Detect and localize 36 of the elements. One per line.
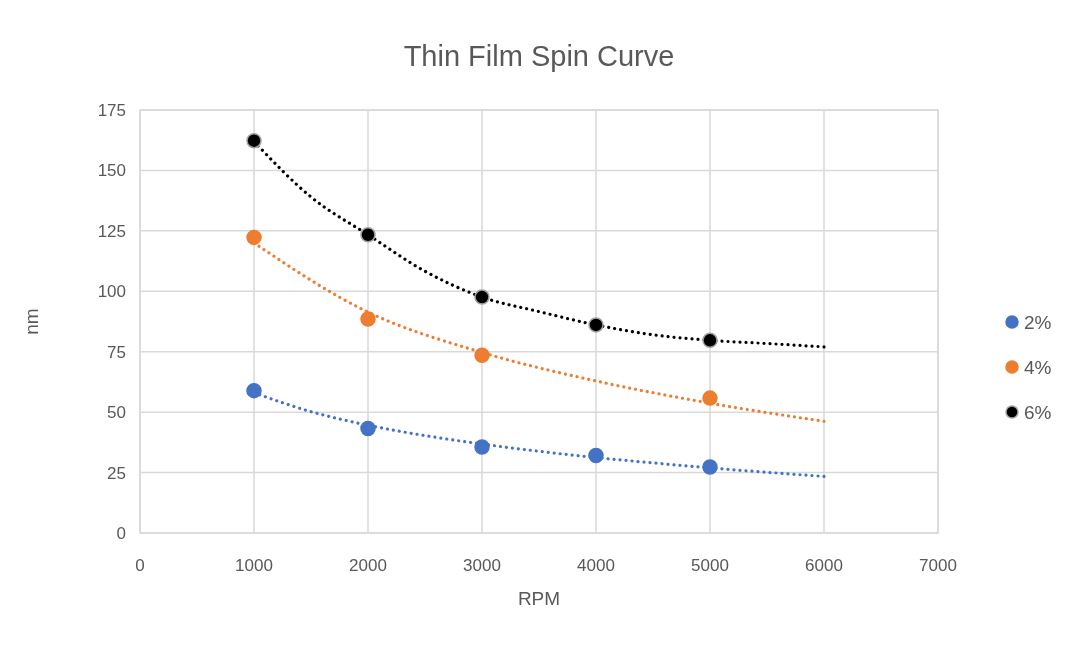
point bbox=[702, 332, 718, 349]
point bbox=[588, 447, 604, 464]
point bbox=[702, 459, 718, 475]
x-tick-label: 5000 bbox=[691, 556, 729, 575]
y-tick-label: 125 bbox=[97, 221, 126, 241]
chart-title: Thin Film Spin Curve bbox=[403, 40, 675, 72]
x-tick-label: 0 bbox=[135, 556, 145, 575]
x-tick-label: 4000 bbox=[577, 556, 615, 575]
x-tick-label: 3000 bbox=[463, 556, 501, 575]
y-tick-label: 25 bbox=[107, 463, 126, 483]
y-tick-label: 175 bbox=[97, 100, 126, 120]
point bbox=[702, 390, 718, 406]
point bbox=[246, 229, 262, 246]
point bbox=[360, 420, 376, 437]
point bbox=[474, 289, 490, 305]
point bbox=[360, 226, 376, 243]
legend-label: 6% bbox=[1024, 401, 1052, 423]
point bbox=[474, 347, 490, 364]
y-tick-label: 100 bbox=[97, 282, 126, 302]
x-tick-label: 6000 bbox=[805, 556, 843, 575]
y-tick-label: 50 bbox=[107, 403, 126, 423]
legend-label: 4% bbox=[1024, 356, 1052, 378]
x-tick-label: 1000 bbox=[235, 556, 273, 575]
y-tick-label: 0 bbox=[116, 523, 126, 543]
point bbox=[588, 317, 604, 333]
x-tick-label: 7000 bbox=[919, 556, 957, 575]
x-axis-title: RPM bbox=[517, 588, 561, 609]
point bbox=[246, 132, 262, 149]
point bbox=[360, 311, 376, 327]
y-tick-label: 75 bbox=[107, 342, 126, 362]
point bbox=[474, 439, 490, 455]
x-tick-label: 2000 bbox=[349, 556, 387, 575]
legend-label: 2% bbox=[1024, 311, 1052, 333]
y-tick-label: 150 bbox=[97, 161, 126, 181]
y-axis-title: nm bbox=[21, 308, 42, 335]
point bbox=[246, 382, 262, 399]
